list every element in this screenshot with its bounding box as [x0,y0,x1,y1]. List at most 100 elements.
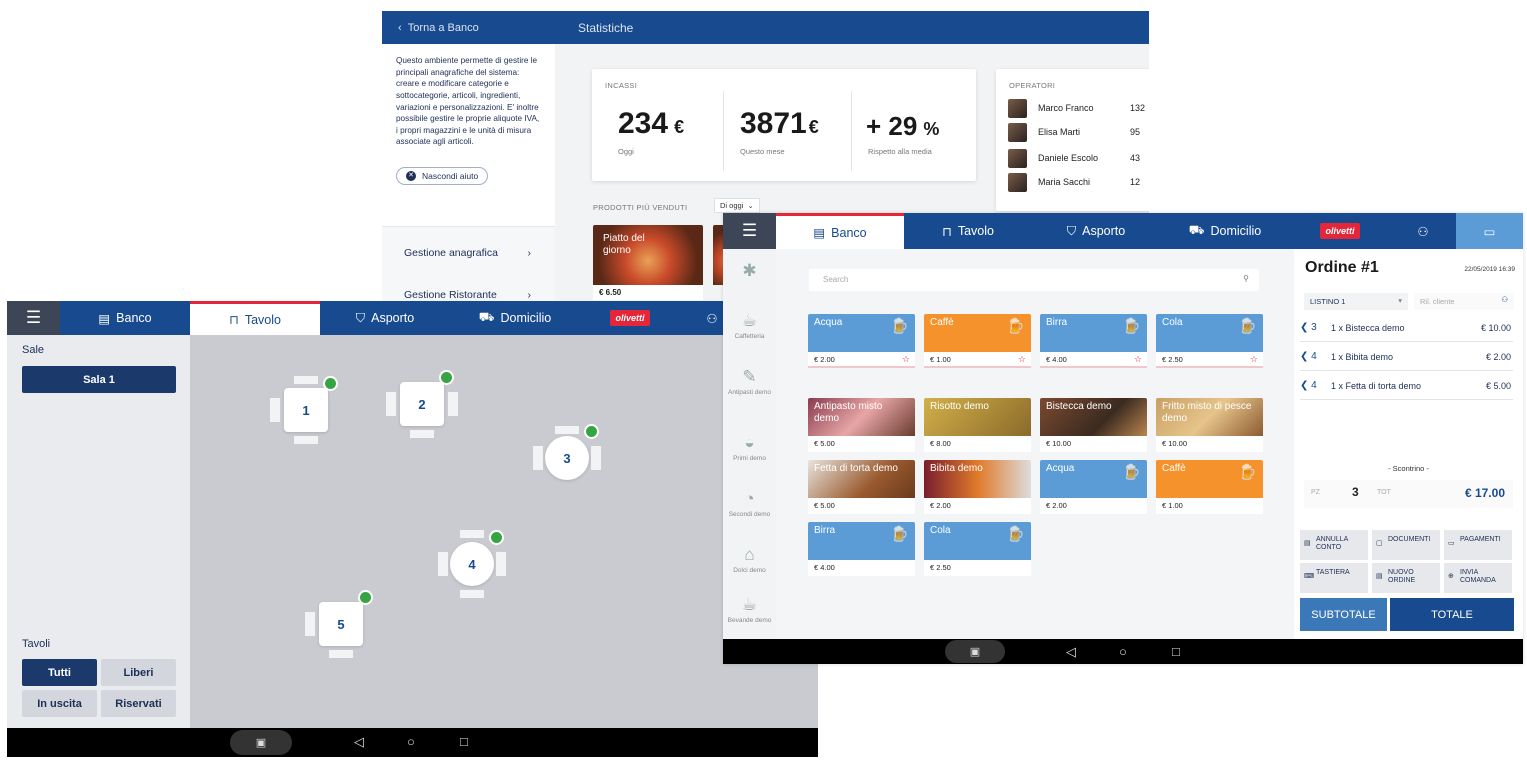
filter-riservati[interactable]: Riservati [101,690,176,717]
filter-liberi[interactable]: Liberi [101,659,176,686]
menu-item-gestione-ristorante[interactable]: Gestione Ristorante › [382,269,555,311]
product-name: Caffè [930,317,954,328]
truck-icon: ⛟ [1188,223,1205,237]
back-nav-icon[interactable]: ◁ [354,734,364,749]
chevron-left-icon[interactable]: ❮ [1300,351,1309,362]
tab-banco[interactable]: ▤ Banco [776,213,904,249]
category-dolci[interactable]: ⌂ Dolci demo [723,545,776,574]
star-icon[interactable]: ☆ [901,354,910,364]
mug-icon: 🍺 [890,526,909,543]
invia-comanda-button[interactable]: ⊕ INVIA COMANDA [1444,563,1512,593]
tab-asporto[interactable]: ⛉ Asporto [1032,213,1160,249]
listino-select[interactable]: LISTINO 1 ▾ [1304,293,1408,310]
nuovo-ordine-button[interactable]: ▤ NUOVO ORDINE [1372,563,1440,593]
screenshot-button[interactable]: ▣ [945,640,1005,663]
skewer-icon: ✎ [742,367,757,386]
sala-1-button[interactable]: Sala 1 [22,366,176,393]
product-tile[interactable]: Cola 🍺 € 2.50 [924,522,1031,578]
star-icon[interactable]: ☆ [1017,354,1026,364]
filter-in-uscita[interactable]: In uscita [22,690,97,717]
tastiera-button[interactable]: ⌨ TASTIERA [1300,563,1368,593]
category-favorites[interactable]: ✱ [723,261,776,283]
hide-help-button[interactable]: ✕ Nascondi aiuto [396,167,489,186]
category-secondi[interactable]: ◔ Secondi demo [723,489,776,518]
tab-tavolo[interactable]: ⊓ Tavolo [904,213,1032,249]
order-line[interactable]: ❮ 4 1 x Bibita demo € 2.00 [1300,343,1513,371]
mug-icon: 🍺 [1238,318,1257,335]
star-icon[interactable]: ☆ [1133,354,1142,364]
category-bevande[interactable]: ☕ Bevande demo [723,595,776,624]
table-2[interactable]: 2 [386,370,458,438]
product-tile[interactable]: Risotto demo € 8.00 [924,398,1031,454]
tab-domicilio[interactable]: ⛟ Domicilio [1160,213,1290,249]
product-tile[interactable]: Fetta di torta demo € 5.00 [808,460,915,516]
category-primi[interactable]: ◒ Primi demo [723,433,776,462]
status-dot [584,424,599,439]
tab-tavolo[interactable]: ⊓ Tavolo [190,301,320,335]
category-caffetteria[interactable]: ☕ Caffetteria [723,311,776,340]
product-tile[interactable]: Acqua 🍺 € 2.00 ☆ [808,314,915,370]
home-nav-icon[interactable]: ○ [407,734,415,749]
product-tile[interactable]: Bibita demo € 2.00 [924,460,1031,516]
register-button[interactable]: ▭ [1456,213,1523,249]
product-tile[interactable]: Antipasto misto demo € 5.00 [808,398,915,454]
star-icon[interactable]: ☆ [1249,354,1258,364]
product-tile[interactable]: Caffè 🍺 € 1.00 ☆ [924,314,1031,370]
home-nav-icon[interactable]: ○ [1119,644,1127,659]
kpi-media: + 29% Rispetto alla media [851,91,979,171]
product-name: Fetta di torta demo [814,463,898,474]
screenshot-button[interactable]: ▣ [230,730,292,755]
product-price: € 5.00 [814,439,835,448]
table-3[interactable]: 3 [533,424,601,488]
tab-asporto[interactable]: ⛉ Asporto [320,301,450,335]
chevron-left-icon[interactable]: ❮ [1300,380,1309,391]
table-1[interactable]: 1 [270,376,338,444]
totale-button[interactable]: TOTALE [1390,598,1514,631]
operatori-caption: OPERATORI [1009,81,1056,90]
operator-row[interactable]: Elisa Marti 95 [1008,123,1149,143]
tab-domicilio[interactable]: ⛟ Domicilio [450,301,580,335]
table-4[interactable]: 4 [438,530,506,598]
cliente-input[interactable]: Ril. cliente ⚇ [1414,293,1514,310]
product-tile[interactable]: Acqua 🍺 € 2.00 [1040,460,1147,516]
menu-button[interactable]: ☰ [7,301,60,335]
product-tile[interactable]: Caffè 🍺 € 1.00 [1156,460,1263,516]
annulla-conto-button[interactable]: ▤ ANNULLA CONTO [1300,530,1368,560]
table-5[interactable]: 5 [305,590,373,658]
product-tile[interactable]: Birra 🍺 € 4.00 ☆ [1040,314,1147,370]
kpi-value: 234 [618,107,669,140]
table-top [545,436,589,480]
product-image[interactable]: Piatto del giorno [593,225,703,285]
user-button[interactable]: ⚇ [697,301,727,335]
product-tile[interactable]: Bistecca demo € 10.00 [1040,398,1147,454]
menu-button[interactable]: ☰ [723,213,776,249]
operator-row[interactable]: Daniele Escolo 43 [1008,149,1149,169]
order-price: € 5.00 [1485,381,1511,391]
user-button[interactable]: ⚇ [1390,213,1456,249]
menu-item-gestione-anagrafica[interactable]: Gestione anagrafica › [382,227,555,269]
operator-row[interactable]: Marco Franco 132 [1008,99,1149,119]
back-nav-icon[interactable]: ◁ [1066,644,1076,659]
subtotale-button[interactable]: SUBTOTALE [1300,598,1387,631]
chevron-left-icon[interactable]: ❮ [1300,322,1309,333]
product-tile[interactable]: Birra 🍺 € 4.00 [808,522,915,578]
recents-nav-icon[interactable]: □ [1172,644,1180,659]
category-antipasti[interactable]: ✎ Antipasti demo [723,367,776,396]
tab-banco[interactable]: ▤ Banco [60,301,190,335]
action-label: DOCUMENTI [1388,536,1431,543]
product-tile[interactable]: Fritto misto di pesce demo € 10.00 [1156,398,1263,454]
pagamenti-button[interactable]: ▭ PAGAMENTI [1444,530,1512,560]
order-line[interactable]: ❮ 3 1 x Bistecca demo € 10.00 [1300,314,1513,342]
recents-nav-icon[interactable]: □ [460,734,468,749]
filter-tutti[interactable]: Tutti [22,659,97,686]
product-tile[interactable]: Cola 🍺 € 2.50 ☆ [1156,314,1263,370]
back-link[interactable]: ‹ Torna a Banco [398,22,479,34]
search-input[interactable]: Search ⚲ [809,269,1259,291]
operator-row[interactable]: Maria Sacchi 12 [1008,173,1149,193]
tavoli-label: Tavoli [22,638,51,650]
category-label: Bevande demo [727,617,772,624]
documenti-button[interactable]: ▢ DOCUMENTI [1372,530,1440,560]
order-line[interactable]: ❮ 4 1 x Fetta di torta demo € 5.00 [1300,372,1513,400]
period-select[interactable]: Di oggi ⌄ [714,198,760,213]
kpi-label: Oggi [618,147,634,156]
